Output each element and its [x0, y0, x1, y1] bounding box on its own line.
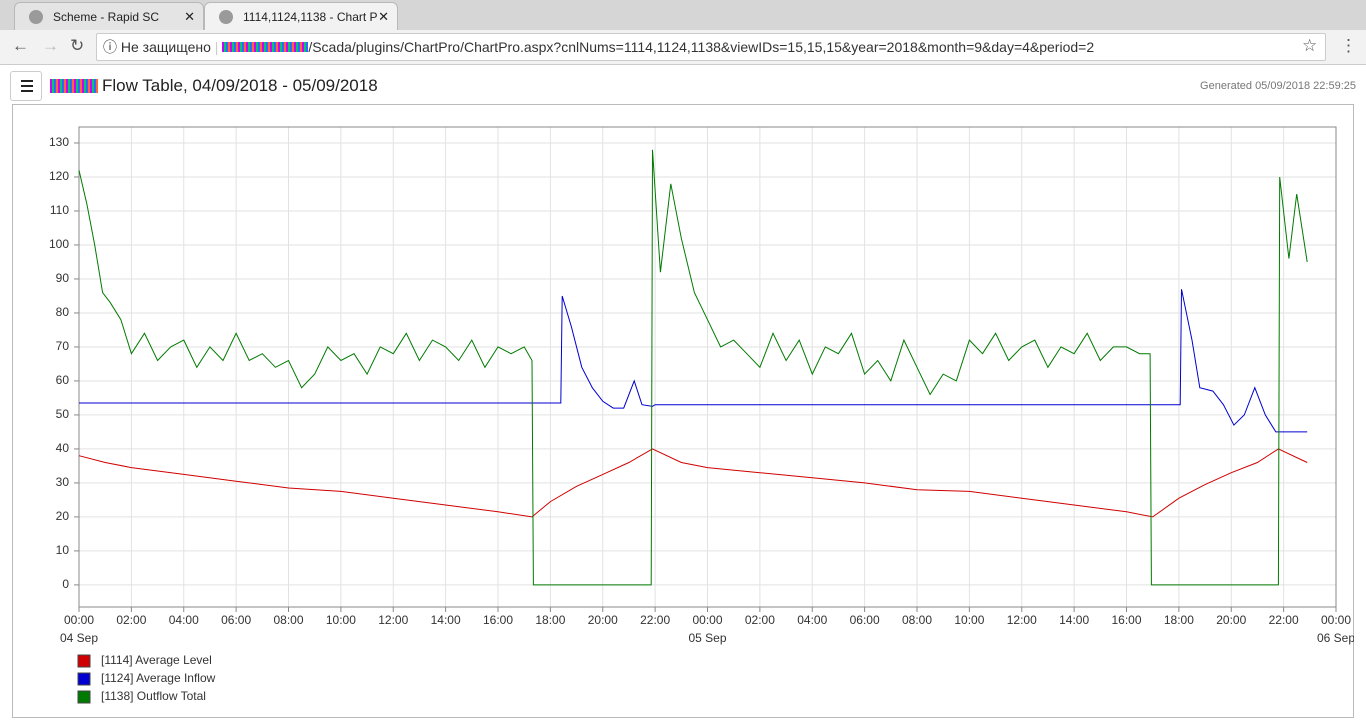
x-tick-label: 00:00: [1321, 613, 1351, 627]
y-tick-label: 100: [49, 237, 69, 251]
y-tick-label: 130: [49, 135, 69, 149]
tab-title: 1114,1124,1138 - Chart P: [243, 10, 378, 24]
y-tick-label: 70: [56, 339, 70, 353]
y-tick-label: 40: [56, 441, 70, 455]
series-line: [78, 149, 1308, 586]
y-tick-label: 110: [50, 203, 69, 217]
tab[interactable]: 1114,1124,1138 - Chart P ✕: [204, 2, 398, 30]
x-tick-label: 08:00: [902, 613, 932, 627]
x-tick-label: 02:00: [116, 613, 146, 627]
menu-button[interactable]: ⋮: [1340, 36, 1357, 55]
x-tick-label: 22:00: [640, 613, 670, 627]
x-tick-label: 12:00: [378, 613, 408, 627]
x-tick-label: 16:00: [483, 613, 513, 627]
toolbar: ← → ↻ ⓘ Не защищено | /Scada/plugins/Cha…: [0, 30, 1366, 65]
back-button[interactable]: ←: [12, 36, 29, 55]
bookmark-star[interactable]: ☆: [1302, 36, 1318, 55]
y-tick-label: 20: [56, 509, 70, 523]
generated-time: Generated 05/09/2018 22:59:25: [1200, 80, 1356, 92]
hamburger-button[interactable]: [10, 71, 42, 101]
y-tick-label: 80: [56, 305, 70, 319]
x-tick-label: 18:00: [535, 613, 565, 627]
x-date-label: 05 Sep: [688, 631, 726, 645]
y-tick-label: 60: [56, 373, 70, 387]
tab-title: Scheme - Rapid SC: [53, 10, 160, 24]
y-tick-label: 10: [56, 543, 70, 557]
chart-frame: [12, 104, 1354, 718]
page-title: Flow Table, 04/09/2018 - 05/09/2018: [102, 76, 378, 95]
legend-label: [1124] Average Inflow: [101, 671, 216, 685]
x-tick-label: 14:00: [1059, 613, 1089, 627]
reload-button[interactable]: ↻: [70, 36, 85, 55]
x-tick-label: 22:00: [1269, 613, 1299, 627]
legend-label: [1114] Average Level: [101, 653, 212, 667]
legend-swatch: [77, 672, 91, 686]
x-tick-label: 02:00: [745, 613, 775, 627]
x-tick-label: 04:00: [169, 613, 199, 627]
url: /Scada/plugins/ChartPro/ChartPro.aspx?cn…: [308, 39, 1095, 55]
chart: 0 10 20 30 40 50 60 70 80 90 100 110 120 130 00:00 02:0…: [12, 104, 1354, 718]
x-tick-label: 14:00: [431, 613, 461, 627]
legend-swatch: [77, 690, 91, 704]
x-date-label: 04 Sep: [60, 631, 98, 645]
x-tick-label: 08:00: [273, 613, 303, 627]
y-tick-label: 90: [56, 271, 70, 285]
security-label: Не защищено: [120, 39, 211, 55]
y-tick-label: 120: [49, 169, 69, 183]
x-tick-label: 12:00: [1007, 613, 1037, 627]
x-tick-label: 20:00: [588, 613, 618, 627]
forward-button[interactable]: →: [42, 36, 59, 55]
x-tick-label: 04:00: [797, 613, 827, 627]
legend-swatch: [77, 654, 91, 668]
tab[interactable]: Scheme - Rapid SC ✕: [14, 2, 204, 30]
legend-label: [1138] Outflow Total: [101, 689, 206, 703]
plot-area: [78, 126, 1337, 608]
y-tick-label: 30: [56, 475, 70, 489]
y-tick-label: 50: [56, 407, 70, 421]
x-date-label: 06 Sep: [1317, 631, 1354, 645]
series-line: [78, 448, 1308, 518]
address-bar[interactable]: ⓘ Не защищено | /Scada/plugins/ChartPro/…: [96, 33, 1326, 61]
x-tick-label: 00:00: [64, 613, 94, 627]
x-tick-label: 06:00: [221, 613, 251, 627]
x-tick-label: 10:00: [954, 613, 984, 627]
redacted-logo: [50, 79, 98, 93]
x-tick-label: 20:00: [1216, 613, 1246, 627]
x-tick-label: 18:00: [1164, 613, 1194, 627]
y-tick-label: 0: [62, 577, 69, 591]
x-tick-label: 00:00: [692, 613, 722, 627]
x-tick-label: 06:00: [850, 613, 880, 627]
series-line: [79, 289, 1308, 433]
tab-strip: Scheme - Rapid SC ✕ 1114,1124,1138 - Char…: [0, 0, 1366, 30]
x-tick-label: 10:00: [326, 613, 356, 627]
x-tick-label: 16:00: [1111, 613, 1141, 627]
